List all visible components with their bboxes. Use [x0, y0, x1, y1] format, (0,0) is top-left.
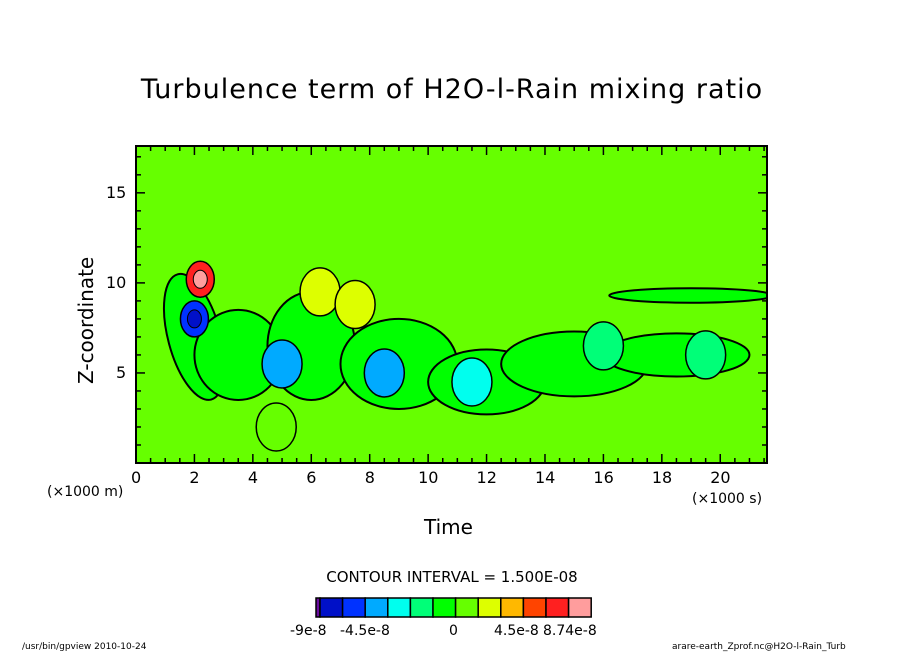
- colorbar-label: -9e-8: [290, 623, 327, 639]
- x-tick-label: 0: [131, 468, 142, 487]
- x-tick-label: 6: [306, 468, 317, 487]
- colorbar-label: 4.5e-8: [494, 623, 539, 639]
- colorbar-swatch: [477, 597, 502, 618]
- colorbar-swatch: [567, 597, 592, 618]
- contour-fields: [162, 260, 767, 452]
- colorbar-label: 8.74e-8: [543, 623, 597, 639]
- x-tick-label: 16: [593, 468, 614, 487]
- colorbar-label: 0: [449, 623, 458, 639]
- x-axis-units: (×1000 s): [692, 491, 763, 507]
- colorbar-swatch: [500, 597, 525, 618]
- y-axis-units: (×1000 m): [47, 484, 124, 500]
- footer-source-variable: arare-earth_Zprof.nc@H2O-l-Rain_Turb: [672, 642, 846, 652]
- contour-weak-negative-3: [684, 330, 727, 380]
- contour-interval-label: CONTOUR INTERVAL = 1.500E-08: [326, 568, 578, 586]
- contour-positive-patch: [255, 402, 297, 452]
- contour-positive-lobe-2: [334, 279, 376, 330]
- contour-negative-band: [261, 339, 303, 389]
- x-tick-label: 12: [476, 468, 497, 487]
- y-tick-label: 5: [116, 362, 127, 382]
- x-tick-label: 18: [651, 468, 673, 487]
- contour-region: [602, 332, 751, 378]
- axis-ticks: [135, 146, 767, 463]
- x-axis-label: Time: [424, 515, 473, 539]
- colorbar-label: -4.5e-8: [340, 623, 390, 639]
- y-tick-label: 15: [106, 182, 127, 202]
- contour-positive-lobe: [299, 267, 341, 317]
- colorbar-swatch: [319, 597, 344, 618]
- footer-program-date: /usr/bin/gpview 2010-10-24: [22, 642, 147, 652]
- colorbar-swatch: [409, 597, 434, 618]
- contour-negative-band-2: [363, 348, 406, 398]
- colorbar-swatch: [545, 597, 570, 618]
- colorbar-swatch: [387, 597, 412, 618]
- contour-weak-negative-2: [582, 321, 625, 371]
- colorbar: [315, 597, 592, 618]
- y-axis-label: Z-coordinate: [74, 256, 98, 384]
- plot-background: [136, 146, 767, 463]
- x-tick-label: 2: [189, 468, 200, 487]
- colorbar-swatch: [454, 597, 479, 618]
- x-tick-label: 20: [710, 468, 731, 487]
- colorbar-swatch: [341, 597, 366, 618]
- contour-positive-peak-core: [192, 269, 208, 289]
- x-tick-label: 4: [247, 468, 259, 487]
- contour-weak-negative: [451, 357, 493, 407]
- colorbar-swatch: [432, 597, 457, 618]
- x-tick-label: 14: [534, 468, 556, 487]
- chart-title: Turbulence term of H2O-l-Rain mixing rat…: [140, 74, 764, 105]
- colorbar-swatch: [364, 597, 389, 618]
- contour-negative-core-core: [186, 309, 202, 329]
- x-tick-label: 10: [418, 468, 439, 487]
- contour-region: [608, 287, 767, 304]
- x-tick-label: 8: [364, 468, 375, 487]
- y-tick-label: 10: [106, 272, 127, 292]
- plot-frame: [135, 145, 768, 464]
- colorbar-swatch: [522, 597, 547, 618]
